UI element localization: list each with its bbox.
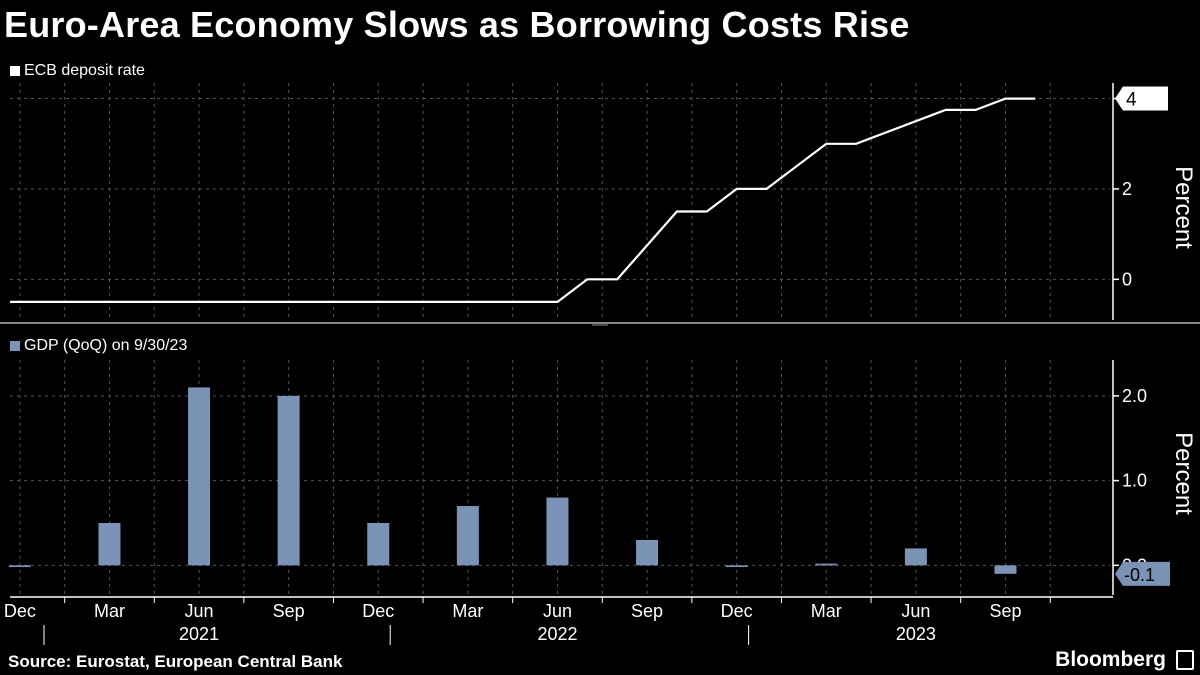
bar-gdp-8 — [725, 565, 748, 568]
xtick-label-7: Sep — [631, 601, 663, 621]
xtick-label-3: Sep — [273, 601, 305, 621]
bloomberg-logo: Bloomberg — [1055, 648, 1166, 671]
bloomberg-logo-icon — [1176, 650, 1194, 670]
bar-gdp-4 — [367, 522, 390, 566]
last-value-marker-bottom — [1115, 561, 1170, 586]
year-label-2: 2023 — [896, 624, 936, 644]
last-value-marker-top — [1115, 86, 1168, 111]
last-value-label-top: 4 — [1126, 90, 1137, 111]
xtick-label-8: Dec — [721, 601, 753, 621]
legend-line: ECB deposit rate — [10, 62, 145, 80]
legend-line-label: ECB deposit rate — [24, 62, 145, 79]
legend-bar-swatch — [10, 341, 20, 351]
bar-gdp-0 — [8, 565, 31, 568]
bar-gdp-7 — [636, 539, 659, 566]
ytick-label-top-0: 0 — [1122, 269, 1132, 289]
source-note: Source: Eurostat, European Central Bank — [8, 652, 343, 671]
series-line-ecb-deposit-rate — [10, 97, 1036, 303]
ytick-label-bottom-1: 1.0 — [1122, 471, 1147, 491]
bar-gdp-2 — [188, 387, 211, 566]
xtick-label-11: Sep — [989, 601, 1021, 621]
ytick-label-top-1: 2 — [1122, 179, 1132, 199]
bar-gdp-3 — [277, 395, 300, 566]
year-label-0: 2021 — [179, 624, 219, 644]
xtick-label-4: Dec — [362, 601, 394, 621]
legend-bar: GDP (QoQ) on 9/30/23 — [10, 337, 187, 355]
bar-gdp-6 — [546, 497, 569, 566]
xtick-label-5: Mar — [452, 601, 483, 621]
year-label-1: 2022 — [537, 624, 577, 644]
xtick-label-0: Dec — [4, 601, 36, 621]
legend-bar-label: GDP (QoQ) on 9/30/23 — [24, 337, 188, 354]
last-value-label-bottom: -0.1 — [1124, 565, 1155, 585]
xtick-label-9: Mar — [811, 601, 842, 621]
bar-gdp-9 — [815, 563, 838, 566]
xtick-label-2: Jun — [185, 601, 214, 621]
ytick-label-bottom-2: 2.0 — [1122, 386, 1147, 406]
bar-gdp-11 — [994, 565, 1017, 574]
xtick-label-6: Jun — [543, 601, 572, 621]
y-axis-title-top: Percent — [1170, 166, 1197, 249]
bar-gdp-1 — [98, 522, 121, 566]
bar-gdp-10 — [904, 548, 927, 566]
legend-line-swatch — [10, 66, 20, 76]
chart-title: Euro-Area Economy Slows as Borrowing Cos… — [4, 4, 910, 45]
y-axis-title-bottom: Percent — [1170, 432, 1197, 515]
xtick-label-1: Mar — [94, 601, 125, 621]
xtick-label-10: Jun — [901, 601, 930, 621]
bar-gdp-5 — [456, 506, 479, 566]
